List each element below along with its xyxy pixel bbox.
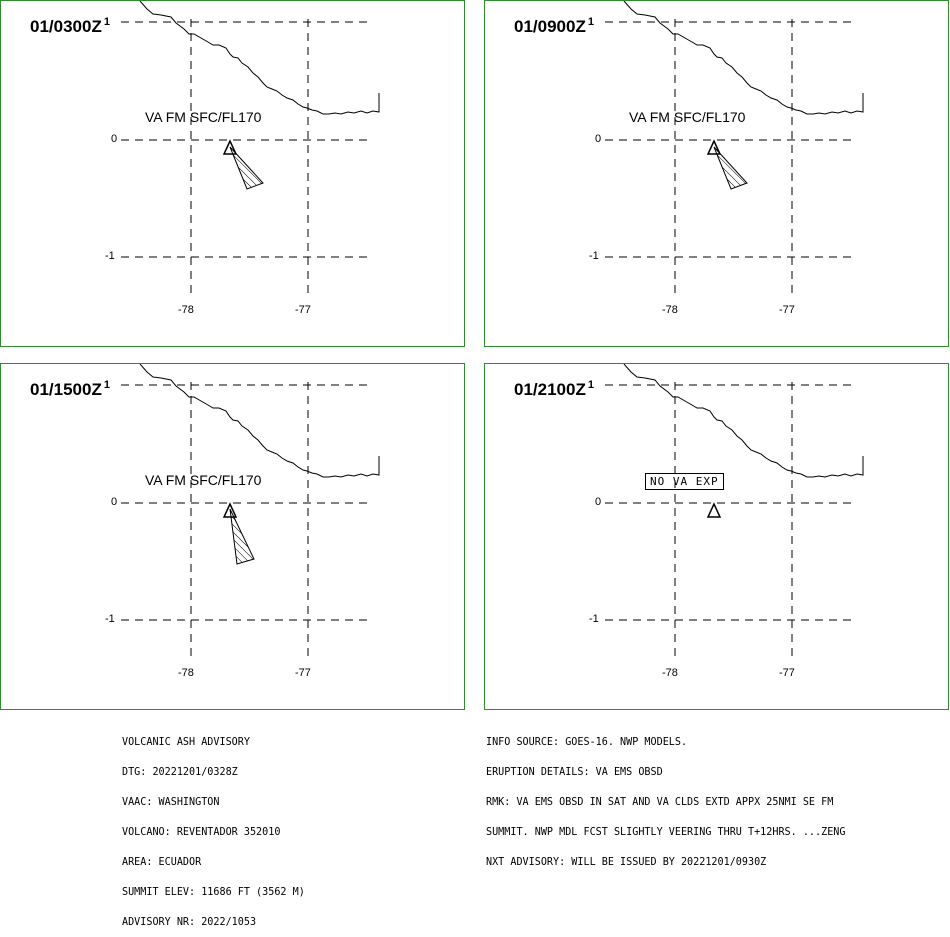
panel-valid-time: 01/0300Z 1 xyxy=(30,16,110,37)
lon-label-minus77: -77 xyxy=(779,667,795,679)
advisory-line: ADVISORY NR: 2022/1053 xyxy=(122,915,257,928)
advisory-line: NXT ADVISORY: WILL BE ISSUED BY 20221201… xyxy=(486,855,767,868)
coastline xyxy=(623,1,864,115)
va-level-label: VA FM SFC/FL170 xyxy=(145,109,262,125)
advisory-line: SUMMIT ELEV: 11686 FT (3562 M) xyxy=(122,885,305,898)
lon-label-minus78: -78 xyxy=(178,304,194,316)
lat-label-minus1: -1 xyxy=(589,250,599,262)
panel-valid-time: 01/0900Z 1 xyxy=(514,16,594,37)
advisory-right-text: INFO SOURCE: GOES-16. NWP MODELS. ERUPTI… xyxy=(486,717,845,877)
valid-time-label: 01/1500Z xyxy=(30,380,102,399)
lon-label-minus78: -78 xyxy=(662,667,678,679)
lon-label-minus77: -77 xyxy=(295,667,311,679)
ash-cloud-polygon xyxy=(713,146,748,190)
coastline xyxy=(139,364,380,478)
map-canvas xyxy=(605,364,864,656)
volcano-icon xyxy=(222,502,238,518)
map-canvas xyxy=(121,1,380,293)
advisory-line: VAAC: WASHINGTON xyxy=(122,795,220,808)
lat-label-0: 0 xyxy=(111,133,118,145)
volcano-icon xyxy=(706,502,722,518)
advisory-line: DTG: 20221201/0328Z xyxy=(122,765,238,778)
lat-label-minus1: -1 xyxy=(105,613,115,625)
lat-label-0: 0 xyxy=(595,496,602,508)
advisory-line: INFO SOURCE: GOES-16. NWP MODELS. xyxy=(486,735,688,748)
coastline xyxy=(623,364,864,478)
forecast-index: 1 xyxy=(103,16,110,28)
advisory-line: SUMMIT. NWP MDL FCST SLIGHTLY VEERING TH… xyxy=(486,825,846,838)
panel-valid-time: 01/1500Z 1 xyxy=(30,379,110,400)
advisory-line: AREA: ECUADOR xyxy=(122,855,202,868)
valid-time-label: 01/2100Z xyxy=(514,380,586,399)
forecast-panel-4: 01/2100Z 1 0 -1 -78 -77 NO VA EXP xyxy=(484,363,949,710)
lat-label-0: 0 xyxy=(595,133,602,145)
advisory-line: RMK: VA EMS OBSD IN SAT AND VA CLDS EXTD… xyxy=(486,795,834,808)
valid-time-label: 01/0300Z xyxy=(30,17,102,36)
lon-label-minus77: -77 xyxy=(295,304,311,316)
coastline xyxy=(139,1,380,115)
ash-cloud-polygon xyxy=(229,508,255,565)
valid-time-label: 01/0900Z xyxy=(514,17,586,36)
volcano-icon xyxy=(222,139,238,155)
volcano-icon xyxy=(706,139,722,155)
lat-label-0: 0 xyxy=(111,496,118,508)
lon-label-minus77: -77 xyxy=(779,304,795,316)
forecast-index: 1 xyxy=(103,379,110,391)
forecast-index: 1 xyxy=(587,379,594,391)
advisory-line: VOLCANO: REVENTADOR 352010 xyxy=(122,825,281,838)
ash-cloud-polygon xyxy=(229,146,264,190)
va-level-label: VA FM SFC/FL170 xyxy=(145,472,262,488)
va-level-label: VA FM SFC/FL170 xyxy=(629,109,746,125)
lat-label-minus1: -1 xyxy=(105,250,115,262)
panel-valid-time: 01/2100Z 1 xyxy=(514,379,594,400)
lon-label-minus78: -78 xyxy=(178,667,194,679)
map-canvas xyxy=(605,1,864,293)
forecast-panel-3: 01/1500Z 1 0 -1 -78 -77 VA FM SFC/FL170 xyxy=(0,363,465,710)
advisory-line: ERUPTION DETAILS: VA EMS OBSD xyxy=(486,765,663,778)
no-va-expected-box: NO VA EXP xyxy=(645,473,724,490)
map-canvas xyxy=(121,364,380,656)
advisory-line: VOLCANIC ASH ADVISORY xyxy=(122,735,250,748)
advisory-left-text: VOLCANIC ASH ADVISORY DTG: 20221201/0328… xyxy=(122,717,305,937)
forecast-index: 1 xyxy=(587,16,594,28)
lat-label-minus1: -1 xyxy=(589,613,599,625)
lon-label-minus78: -78 xyxy=(662,304,678,316)
forecast-panel-1: 01/0300Z 1 0 -1 -78 -77 VA FM SFC/FL170 xyxy=(0,0,465,347)
forecast-panel-2: 01/0900Z 1 0 -1 -78 -77 VA FM SFC/FL170 xyxy=(484,0,949,347)
